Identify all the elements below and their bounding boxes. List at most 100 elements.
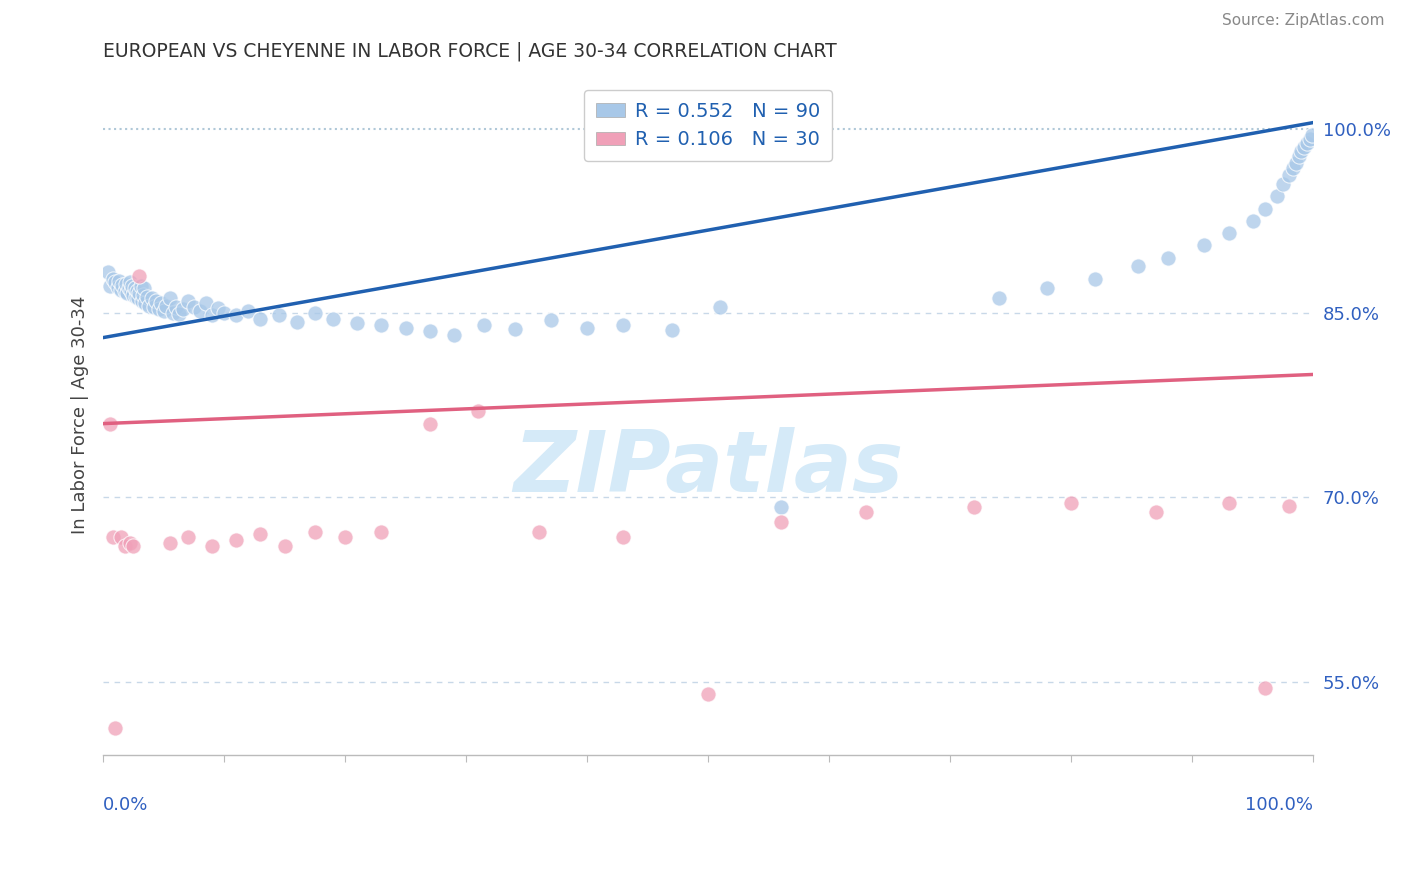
Point [322,312,344,326]
Point [855,505,877,519]
Point [201,540,224,554]
Point [110,283,132,297]
Legend: R = 0.552   N = 90, R = 0.106   N = 30: R = 0.552 N = 90, R = 0.106 N = 30 [585,90,832,161]
Point [207,301,229,315]
Point [145,293,167,308]
Point [159,536,181,550]
Point [104,275,127,289]
Point [697,687,720,701]
Point [1218,226,1240,240]
Point [134,296,156,310]
Point [131,293,153,308]
Point [333,530,356,544]
Point [125,290,148,304]
Point [115,277,138,291]
Point [150,296,173,310]
Point [1288,149,1310,163]
Point [138,299,160,313]
Point [419,417,441,431]
Point [212,306,235,320]
Point [1278,169,1301,183]
Point [201,309,224,323]
Point [97,265,120,279]
Point [661,323,683,337]
Point [1289,144,1312,158]
Point [148,302,170,317]
Point [1060,496,1083,510]
Text: Source: ZipAtlas.com: Source: ZipAtlas.com [1222,13,1385,29]
Point [304,306,326,320]
Point [135,290,157,304]
Point [1036,281,1059,295]
Point [114,540,136,554]
Point [540,313,562,327]
Point [127,291,149,305]
Point [395,320,418,334]
Point [304,524,326,539]
Point [122,540,145,554]
Point [172,302,194,317]
Point [162,306,184,320]
Point [1298,131,1320,145]
Text: 0.0%: 0.0% [103,797,149,814]
Point [1157,251,1180,265]
Point [100,279,122,293]
Point [273,540,295,554]
Point [1241,214,1264,228]
Point [576,320,599,334]
Point [1285,156,1308,170]
Point [125,284,148,298]
Point [129,279,152,293]
Point [169,307,191,321]
Point [121,279,143,293]
Point [188,303,211,318]
Point [769,500,792,515]
Point [152,303,174,318]
Point [118,536,141,550]
Point [124,281,146,295]
Point [1281,161,1303,175]
Point [467,404,489,418]
Point [195,296,218,310]
Point [110,530,132,544]
Point [117,286,139,301]
Point [120,284,142,298]
Point [1296,136,1319,151]
Point [1218,496,1240,510]
Point [1254,202,1277,216]
Text: ZIPatlas: ZIPatlas [513,427,903,510]
Point [612,318,634,333]
Point [183,300,205,314]
Point [1272,177,1295,191]
Point [225,533,247,548]
Point [225,309,247,323]
Point [370,524,392,539]
Point [122,287,145,301]
Point [285,315,308,329]
Point [132,287,155,301]
Point [108,274,131,288]
Point [100,417,122,431]
Point [177,530,200,544]
Point [142,300,165,314]
Point [503,322,526,336]
Point [249,312,271,326]
Point [177,293,200,308]
Point [267,309,290,323]
Point [249,527,271,541]
Point [159,291,181,305]
Point [107,280,129,294]
Point [527,524,550,539]
Point [104,722,127,736]
Point [155,299,177,313]
Point [472,318,495,333]
Point [165,300,187,314]
Point [101,271,124,285]
Point [114,284,136,298]
Point [117,281,139,295]
Text: 100.0%: 100.0% [1246,797,1313,814]
Point [1084,271,1107,285]
Point [1292,140,1315,154]
Point [1126,260,1149,274]
Point [443,328,465,343]
